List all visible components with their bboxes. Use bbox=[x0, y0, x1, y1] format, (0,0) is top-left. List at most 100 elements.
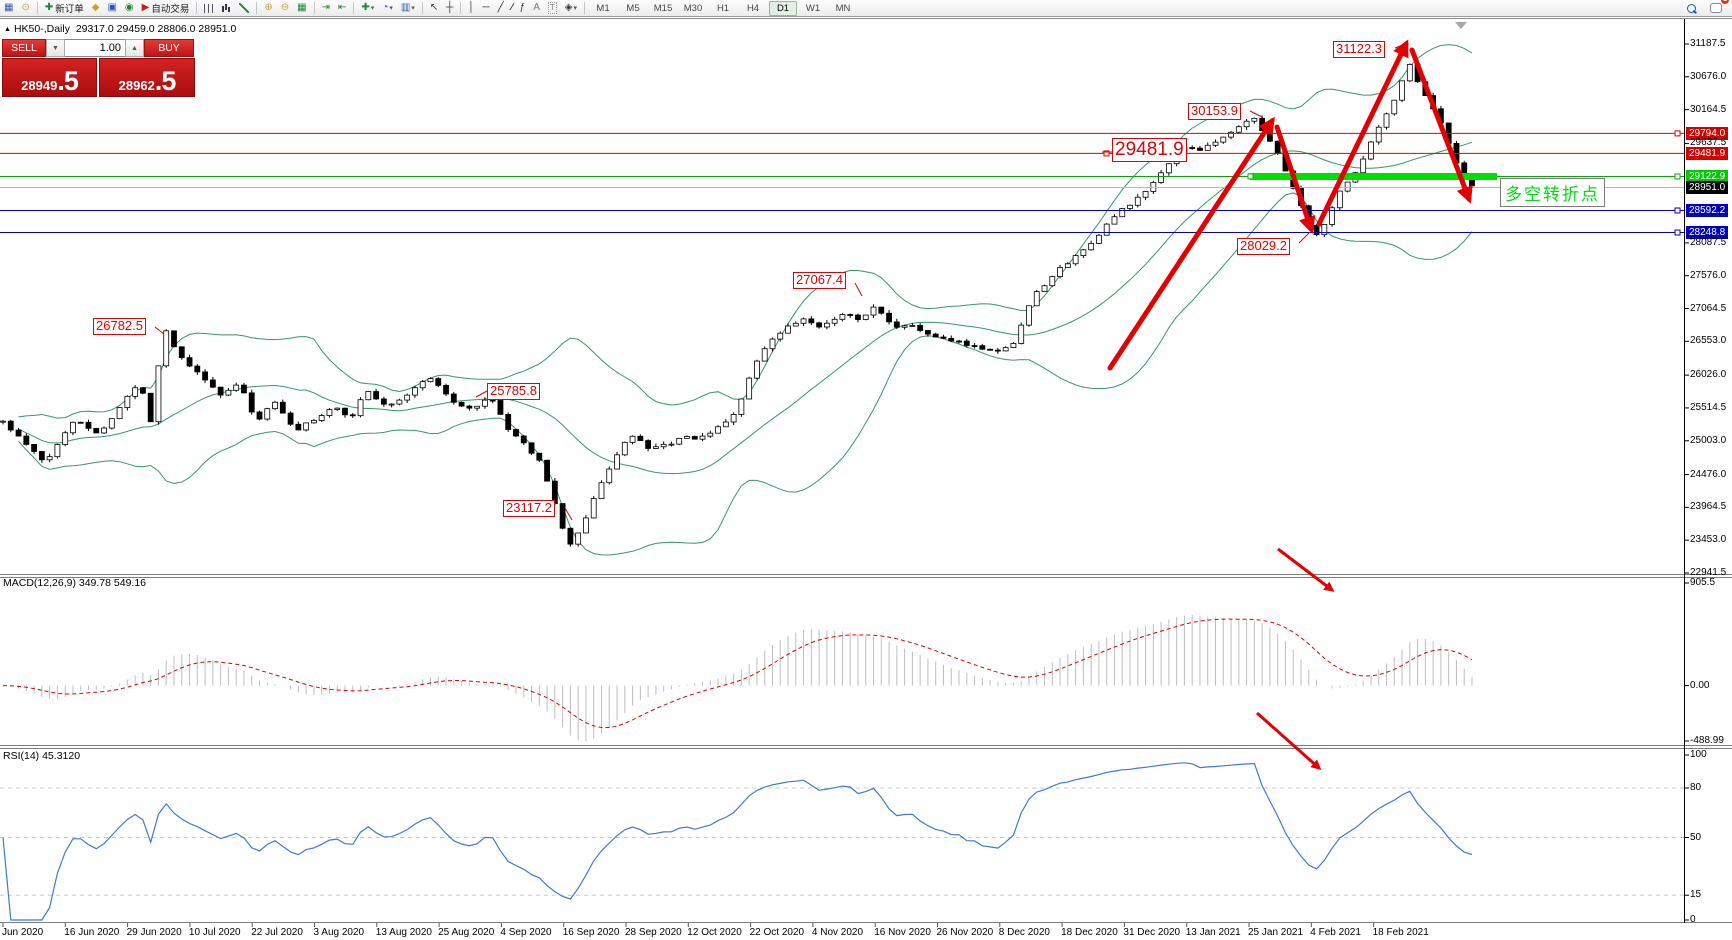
candlestick-chart-button[interactable] bbox=[218, 1, 234, 16]
chart-header: ▲ HK50-,Daily 29317.0 29459.0 28806.0 289… bbox=[4, 23, 236, 35]
date-tick-label: 8 Dec 2020 bbox=[998, 927, 1050, 938]
date-tick-label: 22 Oct 2020 bbox=[749, 927, 805, 938]
bar-chart-button[interactable] bbox=[201, 1, 216, 16]
sell-price-int: 28949 bbox=[21, 78, 58, 93]
buy-price-dec: .5 bbox=[154, 66, 177, 96]
volume-decrease-button[interactable]: ▼ bbox=[46, 39, 65, 57]
timeframe-group: M1 M5 M15 M30 H1 H4 D1 W1 MN bbox=[588, 0, 858, 16]
date-tick-label: 18 Feb 2021 bbox=[1372, 927, 1429, 938]
zoom-out-button[interactable]: ⊖ bbox=[280, 2, 290, 13]
symbol-triangle-icon: ▲ bbox=[4, 26, 11, 33]
swing-price-label[interactable]: 27067.4 bbox=[793, 272, 846, 289]
swing-price-label[interactable]: 29481.9 bbox=[1112, 138, 1187, 162]
timeframe-w1[interactable]: W1 bbox=[805, 2, 821, 14]
autotrade-button[interactable]: ▶ 自动交易 bbox=[141, 2, 190, 16]
line-chart-icon bbox=[239, 3, 250, 13]
date-tick-label: 16 Jun 2020 bbox=[64, 927, 120, 938]
data-window-button[interactable]: ▣ bbox=[107, 2, 117, 13]
date-tick-label: 28 Sep 2020 bbox=[625, 927, 682, 938]
auto-scroll-button[interactable]: ⇥ bbox=[321, 2, 330, 13]
signals-button[interactable]: ◉ bbox=[124, 2, 134, 13]
timeframe-h1[interactable]: H1 bbox=[716, 2, 730, 14]
new-chart-button[interactable]: ▦ bbox=[4, 2, 14, 13]
toolbar-separator bbox=[313, 2, 315, 14]
macd-axis-label: 0.00 bbox=[1690, 679, 1710, 691]
fibonacci-tool[interactable]: ƒ bbox=[519, 2, 526, 13]
swing-price-label[interactable]: 25785.8 bbox=[487, 383, 540, 400]
price-tick-label: 31187.5 bbox=[1690, 38, 1726, 49]
swing-price-label[interactable]: 23117.2 bbox=[503, 500, 556, 517]
timeframe-m1[interactable]: M1 bbox=[596, 2, 610, 14]
autotrade-icon: ▶ bbox=[141, 2, 150, 13]
search-button[interactable] bbox=[1684, 1, 1699, 16]
styles-button[interactable]: ◆ bbox=[91, 2, 100, 13]
price-tick-label: 27576.0 bbox=[1690, 269, 1727, 281]
price-tick-label: 23453.0 bbox=[1690, 534, 1727, 546]
chat-button[interactable]: 1 bbox=[1707, 0, 1729, 16]
timeframe-mn[interactable]: MN bbox=[835, 2, 851, 14]
toolbar-separator bbox=[421, 2, 423, 14]
trendline-tool[interactable]: ╱ bbox=[497, 2, 504, 13]
swing-price-label[interactable]: 31122.3 bbox=[1333, 41, 1386, 58]
date-tick-label: 31 Dec 2020 bbox=[1123, 927, 1181, 938]
swing-price-label[interactable]: 28029.2 bbox=[1237, 238, 1290, 255]
price-tick-label: 28087.5 bbox=[1690, 236, 1727, 248]
date-tick-label: 13 Aug 2020 bbox=[375, 927, 432, 938]
price-tick-label: 30164.5 bbox=[1690, 103, 1727, 115]
cursor-tool-button[interactable]: ↖ bbox=[429, 2, 439, 13]
timeframe-d1[interactable]: D1 bbox=[769, 0, 798, 16]
price-line-badge: 29481.9 bbox=[1686, 146, 1729, 160]
timeframe-h4[interactable]: H4 bbox=[746, 2, 760, 14]
text-label-tool[interactable]: T bbox=[547, 2, 557, 14]
volume-increase-button[interactable]: ▲ bbox=[125, 39, 144, 57]
swing-price-label[interactable]: 26782.5 bbox=[93, 318, 146, 335]
price-tick-label: 26026.0 bbox=[1690, 369, 1727, 381]
chart-shift-button[interactable]: ⇤ bbox=[337, 2, 347, 13]
tile-windows-button[interactable]: ▦ bbox=[297, 2, 307, 13]
macd-axis-label: 905.5 bbox=[1690, 577, 1716, 588]
market-watch-button[interactable]: ⊙ bbox=[21, 2, 30, 13]
new-order-button[interactable]: ✚ 新订单 bbox=[44, 2, 84, 16]
horizontal-line-tool[interactable]: ─ bbox=[482, 2, 490, 13]
templates-button[interactable]: ▥ ▾ bbox=[400, 2, 415, 13]
channel-tool[interactable]: ∕∕ bbox=[509, 1, 515, 16]
timeframe-m30[interactable]: M30 bbox=[683, 2, 703, 14]
arrows-tool[interactable]: ◈ ▾ bbox=[564, 2, 578, 13]
text-tool[interactable]: A bbox=[533, 2, 540, 13]
indicators-button[interactable]: ✚ ▾ bbox=[361, 2, 375, 13]
sell-price-panel[interactable]: 28949 .5 bbox=[2, 58, 97, 97]
timeframe-m5[interactable]: M5 bbox=[626, 2, 640, 14]
one-click-trade-panel: SELL ▼ ▲ BUY 28949 .5 28962 .5 bbox=[2, 39, 196, 97]
price-tick-label: 30676.0 bbox=[1690, 70, 1727, 82]
date-tick-label: 3 Aug 2020 bbox=[313, 927, 365, 938]
buy-button[interactable]: BUY bbox=[144, 39, 194, 57]
volume-input[interactable] bbox=[65, 39, 125, 57]
time-scale: Jun 2020 16 Jun 2020 29 Jun 2020 10 Jul 202… bbox=[0, 925, 1732, 939]
date-tick-label: 4 Feb 2021 bbox=[1310, 927, 1361, 938]
candlestick-icon bbox=[221, 3, 232, 13]
chat-badge: 1 bbox=[1721, 0, 1729, 4]
price-tick-label: 27064.5 bbox=[1690, 302, 1727, 314]
toolbar-separator bbox=[256, 2, 258, 14]
price-line-badge: 28592.2 bbox=[1686, 203, 1729, 217]
buy-price-int: 28962 bbox=[118, 78, 155, 93]
price-line-badge: 28248.8 bbox=[1686, 226, 1729, 240]
toolbar-separator bbox=[196, 2, 198, 14]
swing-price-label[interactable]: 30153.9 bbox=[1188, 103, 1241, 120]
date-tick-label: 16 Sep 2020 bbox=[562, 927, 620, 938]
crosshair-tool-button[interactable]: ┼ bbox=[446, 2, 454, 13]
date-tick-label: 10 Jul 2020 bbox=[188, 927, 241, 938]
periods-button[interactable]: ◔ ▾ bbox=[382, 2, 393, 13]
date-tick-label: 12 Oct 2020 bbox=[687, 927, 742, 938]
price-tick-label: 25514.5 bbox=[1690, 401, 1727, 413]
line-chart-button[interactable] bbox=[236, 1, 252, 16]
timeframe-m15[interactable]: M15 bbox=[653, 2, 673, 14]
buy-price-panel[interactable]: 28962 .5 bbox=[99, 58, 195, 97]
vertical-line-tool[interactable]: │ bbox=[468, 2, 475, 13]
chat-icon bbox=[1710, 3, 1722, 13]
turning-point-note[interactable]: 多空转折点 bbox=[1500, 178, 1605, 207]
sell-button[interactable]: SELL bbox=[2, 39, 46, 57]
date-tick-label: Jun 2020 bbox=[2, 927, 44, 938]
zoom-in-button[interactable]: ⊕ bbox=[264, 2, 273, 13]
